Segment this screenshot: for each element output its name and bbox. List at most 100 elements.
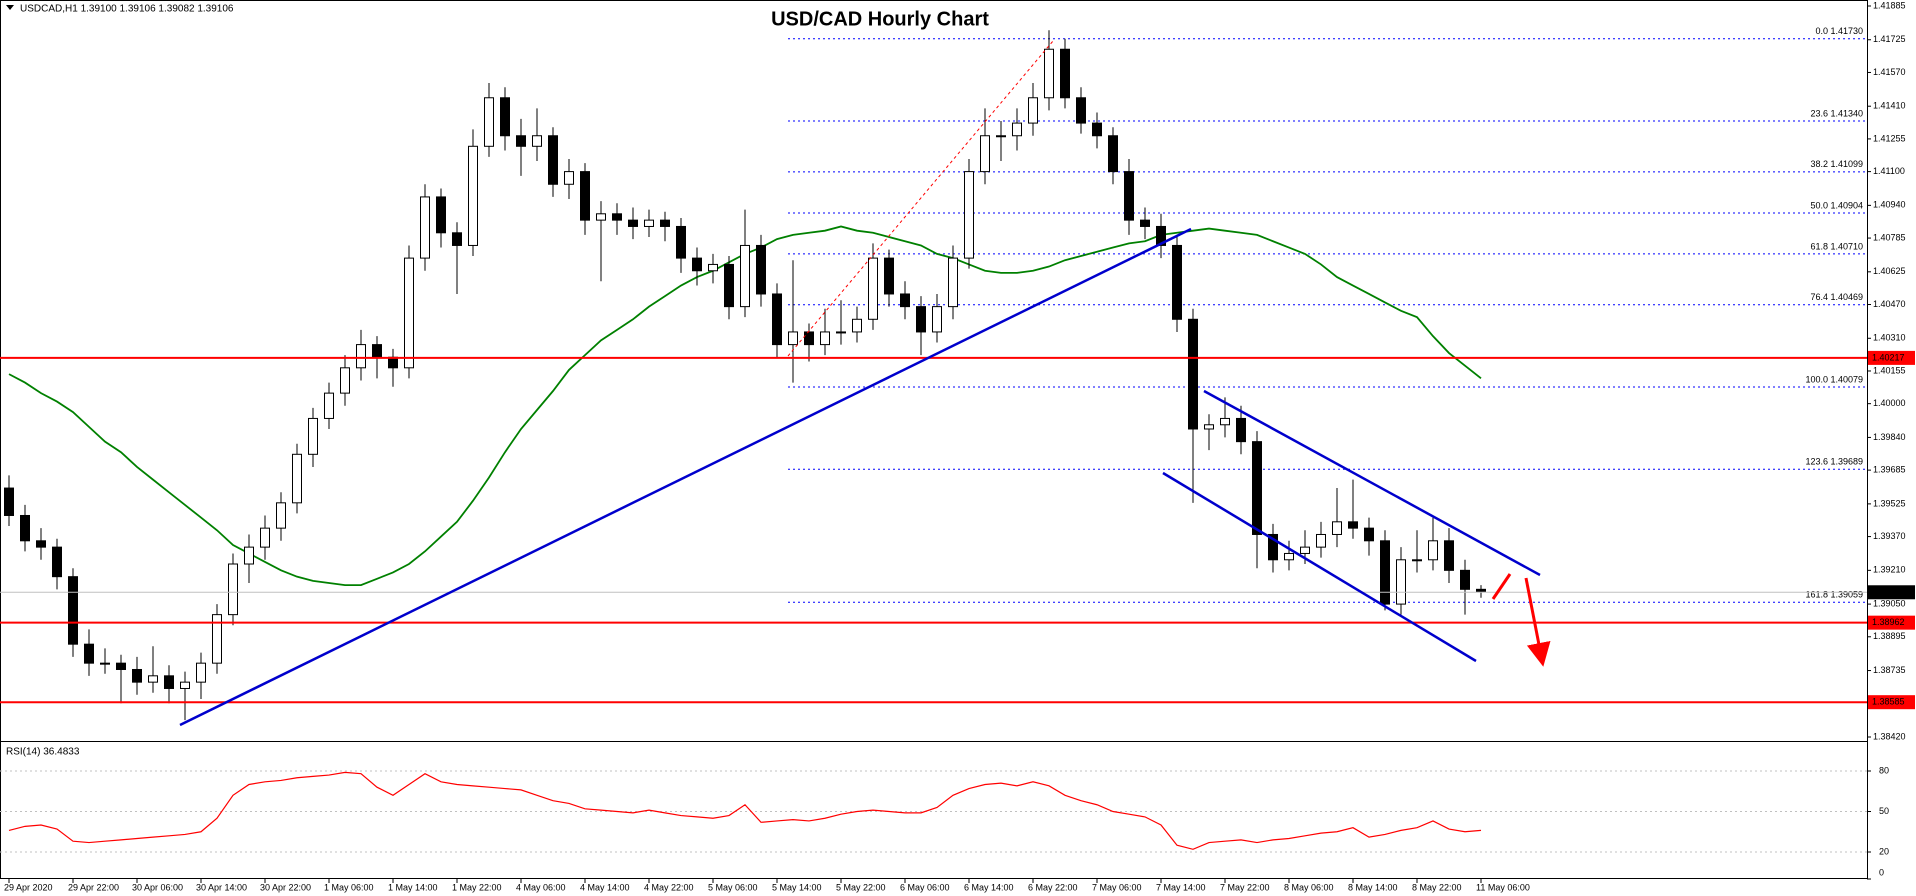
level-box (1868, 615, 1915, 630)
candle-body (1460, 569, 1470, 590)
x-tick-label: 5 May 06:00 (708, 882, 758, 892)
x-tick-label: 29 Apr 2020 (4, 882, 53, 892)
candle-body (1300, 546, 1310, 554)
candle-body (612, 213, 622, 221)
candle-body (692, 257, 702, 272)
y-tick-label: 1.41410 (1873, 101, 1906, 111)
candle-body (836, 331, 846, 334)
candle-body (228, 563, 238, 616)
y-tick-label: 1.38420 (1873, 731, 1906, 741)
x-tick-label: 30 Apr 22:00 (260, 882, 311, 892)
candle-body (356, 344, 366, 369)
x-tick-label: 6 May 14:00 (964, 882, 1014, 892)
candle-body (308, 417, 318, 455)
candle-body (532, 135, 542, 147)
y-tick-label: 1.39685 (1873, 465, 1906, 475)
bounce-arrow (1491, 573, 1512, 600)
last-price-label: 1.39106 (1872, 587, 1905, 597)
fib-label: 0.0 1.41730 (1815, 26, 1863, 36)
level-box (1868, 695, 1915, 710)
candle-body (1204, 424, 1214, 430)
candle-body (756, 244, 766, 295)
candle-body (100, 662, 110, 665)
level-label: 1.38585 (1872, 697, 1905, 707)
y-tick-label: 1.40940 (1873, 200, 1906, 210)
rsi-panel-frame (0, 741, 1868, 879)
x-tick-label: 29 Apr 22:00 (68, 882, 119, 892)
x-tick-label: 8 May 22:00 (1412, 882, 1462, 892)
channel-upper (1203, 389, 1541, 577)
candle-body (884, 257, 894, 295)
candle-body (1124, 171, 1134, 221)
candle-body (436, 196, 446, 234)
candle-body (1140, 219, 1150, 227)
candle-body (148, 675, 158, 683)
candle-body (1348, 521, 1358, 529)
candle-body (340, 367, 350, 394)
candle-body (1188, 318, 1198, 430)
candle-body (964, 171, 974, 259)
y-tick-label: 1.41885 (1873, 0, 1906, 10)
y-tick-label: 1.40155 (1873, 365, 1906, 375)
candle-body (820, 331, 830, 346)
fib-label: 123.6 1.39689 (1805, 457, 1863, 467)
x-tick-label: 1 May 22:00 (452, 882, 502, 892)
candle-body (1476, 588, 1486, 592)
fib-label: 38.2 1.41099 (1810, 159, 1863, 169)
x-tick-label: 7 May 22:00 (1220, 882, 1270, 892)
y-tick-label: 1.40625 (1873, 266, 1906, 276)
candle-body (1428, 540, 1438, 561)
fib-label: 76.4 1.40469 (1810, 292, 1863, 302)
candle-body (596, 213, 606, 221)
candle-body (1412, 559, 1422, 562)
candle-body (740, 244, 750, 308)
level-label: 1.40217 (1872, 352, 1905, 362)
fib-label: 161.8 1.39059 (1805, 590, 1863, 600)
candle-body (52, 546, 62, 578)
fib-label: 50.0 1.40904 (1810, 200, 1863, 210)
x-tick-label: 1 May 06:00 (324, 882, 374, 892)
fib-base-line (787, 40, 1054, 357)
x-tick-label: 5 May 14:00 (772, 882, 822, 892)
candle-body (244, 546, 254, 565)
candle-body (676, 225, 686, 259)
candle-body (804, 331, 814, 346)
candle-body (580, 171, 590, 221)
candle-body (1380, 540, 1390, 605)
x-tick-label: 30 Apr 14:00 (196, 882, 247, 892)
candle-body (1092, 122, 1102, 137)
candle-body (4, 487, 14, 516)
candle-body (468, 145, 478, 246)
candle-body (1236, 417, 1246, 443)
candle-body (212, 614, 222, 664)
candle-body (644, 219, 654, 227)
x-tick-label: 8 May 06:00 (1284, 882, 1334, 892)
candle-body (500, 97, 510, 137)
candle-body (852, 318, 862, 333)
x-tick-label: 7 May 06:00 (1092, 882, 1142, 892)
y-tick-label: 1.40000 (1873, 398, 1906, 408)
candle-body (484, 97, 494, 147)
y-tick-label: 1.38735 (1873, 665, 1906, 675)
candle-body (916, 306, 926, 333)
header-icon (6, 5, 14, 10)
candle-body (788, 331, 798, 346)
candle-body (1332, 521, 1342, 535)
x-tick-label: 30 Apr 06:00 (132, 882, 183, 892)
candle-body (548, 135, 558, 185)
x-tick-label: 4 May 14:00 (580, 882, 630, 892)
x-tick-label: 8 May 14:00 (1348, 882, 1398, 892)
candle-body (1044, 48, 1054, 99)
candle-body (948, 257, 958, 308)
candle-body (324, 392, 334, 419)
x-tick-label: 4 May 22:00 (644, 882, 694, 892)
candle-body (868, 257, 878, 320)
candle-body (1108, 135, 1118, 173)
y-tick-label: 1.41100 (1873, 166, 1905, 176)
candle-body (1028, 97, 1038, 124)
y-tick-label: 1.39210 (1873, 565, 1906, 575)
x-tick-label: 6 May 22:00 (1028, 882, 1078, 892)
candle-body (1252, 441, 1262, 535)
candle-body (68, 576, 78, 645)
